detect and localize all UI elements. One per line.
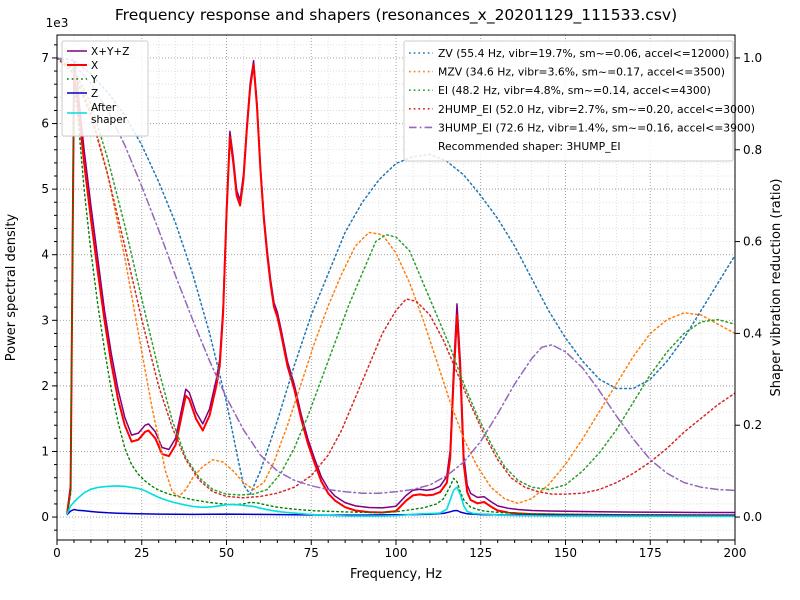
x-tick-label: 150	[554, 546, 577, 560]
y-right-tick-label: 1.0	[743, 51, 762, 65]
legend-shaper-label: MZV (34.6 Hz, vibr=3.6%, sm~=0.17, accel…	[438, 66, 725, 79]
y-right-tick-label: 0.6	[743, 235, 762, 249]
x-axis-label: Frequency, Hz	[350, 567, 442, 582]
y-right-tick-label: 0.8	[743, 143, 762, 157]
y-left-tick-label: 6	[41, 117, 49, 131]
y-right-tick-label: 0.0	[743, 510, 762, 524]
legend-psd-label: X	[91, 60, 98, 72]
legend-psd-label: After	[91, 102, 117, 114]
y-left-tick-label: 4	[41, 248, 49, 262]
chart-title: Frequency response and shapers (resonanc…	[115, 6, 677, 25]
y-axis-offset-text: 1e3	[46, 16, 69, 30]
legend-shaper-label: EI (48.2 Hz, vibr=4.8%, sm~=0.14, accel<…	[438, 84, 711, 97]
series-two-hump-ei	[57, 57, 735, 499]
y-left-tick-label: 0	[41, 510, 49, 524]
psd-series	[66, 59, 735, 518]
y-right-tick-label: 0.4	[743, 326, 762, 340]
series-x	[66, 63, 735, 517]
shaper-series	[57, 57, 735, 505]
legend-shaper-label: ZV (55.4 Hz, vibr=19.7%, sm~=0.06, accel…	[438, 47, 729, 60]
legend-shaper-label: 3HUMP_EI (72.6 Hz, vibr=1.4%, sm~=0.16, …	[438, 121, 755, 134]
series-mzv	[57, 57, 735, 505]
legend-shaper-label: 2HUMP_EI (52.0 Hz, vibr=2.7%, sm~=0.20, …	[438, 103, 755, 116]
x-tick-label: 200	[724, 546, 747, 560]
series-z	[66, 508, 735, 517]
x-tick-label: 25	[134, 546, 149, 560]
y-left-tick-label: 1	[41, 444, 49, 458]
x-tick-label: 175	[639, 546, 662, 560]
y-left-tick-label: 3	[41, 313, 49, 327]
series-ei	[57, 57, 735, 496]
x-tick-label: 50	[219, 546, 234, 560]
series-zv	[57, 57, 735, 495]
x-tick-label: 125	[469, 546, 492, 560]
legend-psd-label: X+Y+Z	[91, 46, 129, 58]
series-x-plus-y-plus-z	[66, 59, 735, 514]
y-axis-label-left: Power spectral density	[4, 213, 19, 361]
legend-psd-label: Z	[91, 88, 98, 100]
legend-psd-label: shaper	[91, 114, 128, 126]
legend-recommended-note: Recommended shaper: 3HUMP_EI	[438, 140, 621, 153]
axis-ticks	[52, 44, 740, 545]
y-right-tick-label: 0.2	[743, 418, 762, 432]
series-y	[66, 83, 735, 516]
legend-psd-label: Y	[90, 74, 98, 86]
y-left-tick-label: 5	[41, 182, 49, 196]
x-tick-label: 75	[304, 546, 319, 560]
series-three-hump-ei	[57, 57, 735, 494]
x-tick-label: 0	[53, 546, 61, 560]
x-tick-label: 100	[385, 546, 408, 560]
legend-shapers: ZV (55.4 Hz, vibr=19.7%, sm~=0.06, accel…	[403, 40, 755, 162]
series-after-shaper	[66, 485, 735, 518]
y-left-tick-label: 7	[41, 51, 49, 65]
y-axis-label-right: Shaper vibration reduction (ratio)	[769, 179, 784, 397]
y-left-tick-label: 2	[41, 379, 49, 393]
